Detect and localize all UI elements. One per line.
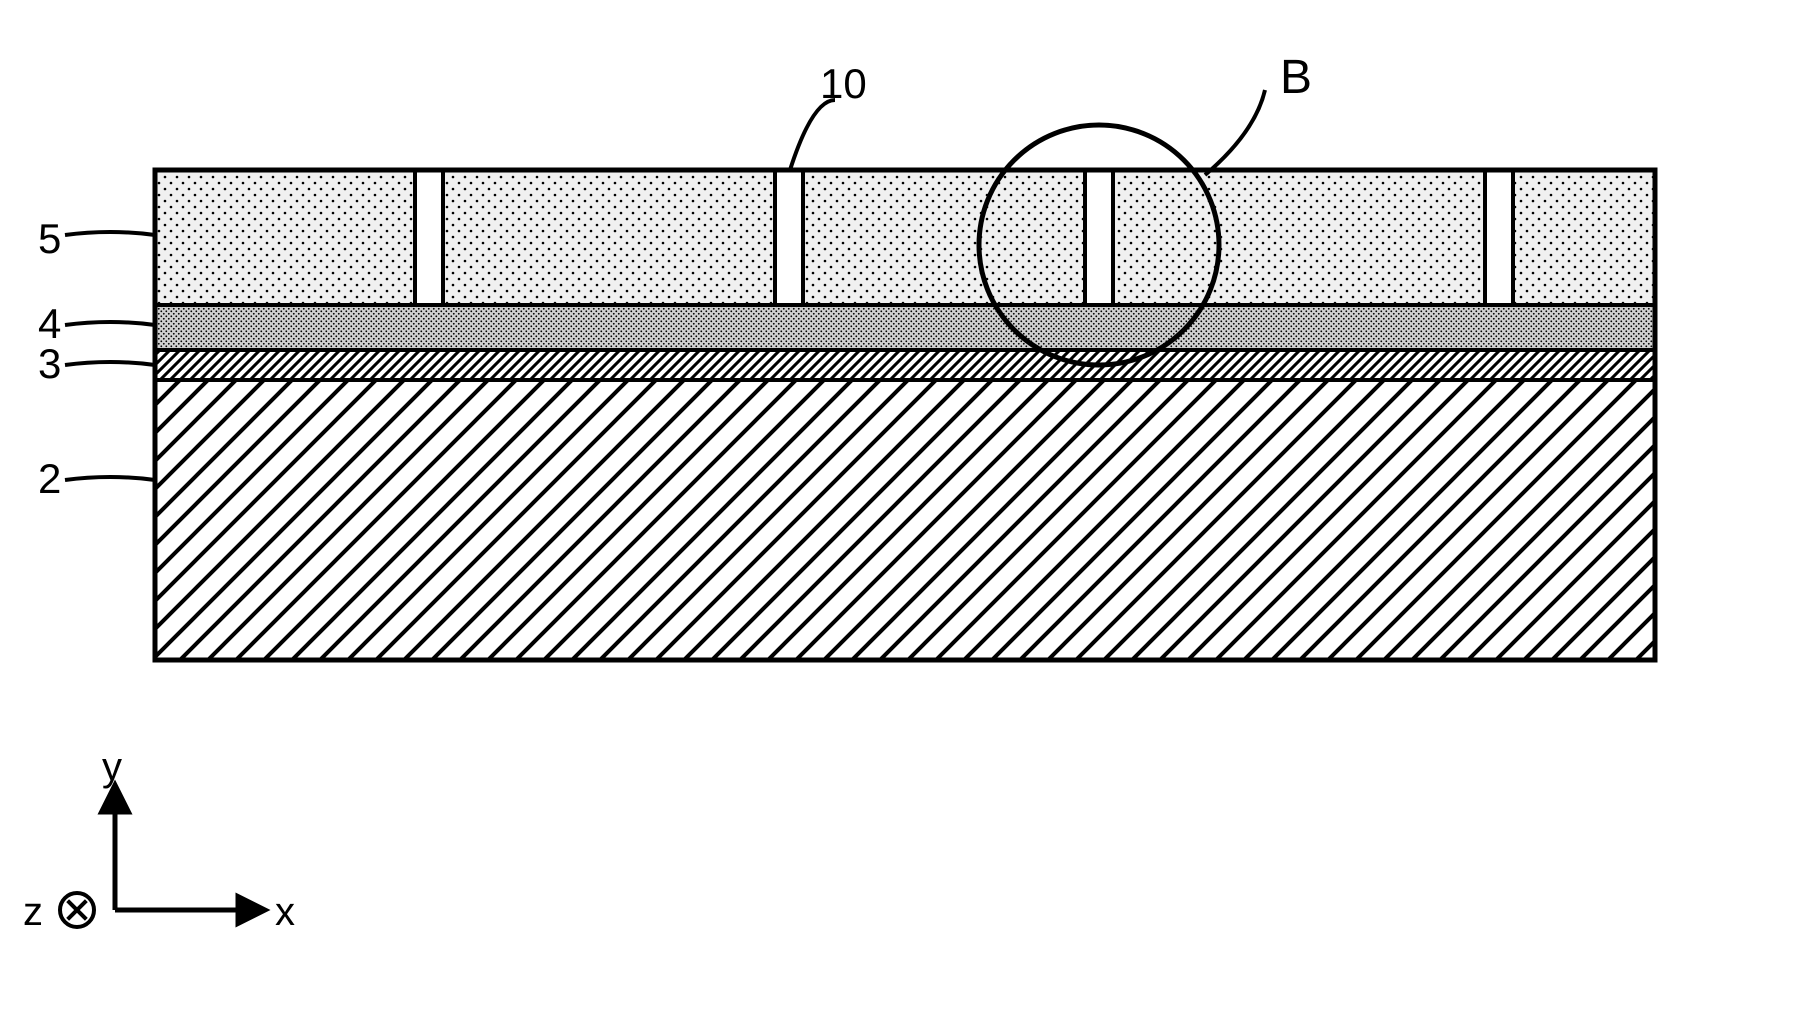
diagram-canvas: 5 4 3 2 10 B y x z bbox=[0, 0, 1809, 1033]
leader-2 bbox=[65, 477, 155, 480]
diagram-svg bbox=[0, 0, 1809, 1033]
layer-3 bbox=[155, 350, 1655, 380]
slot-1 bbox=[415, 170, 443, 305]
leader-b bbox=[1205, 90, 1265, 175]
layer-4 bbox=[155, 305, 1655, 350]
leader-4 bbox=[65, 322, 155, 325]
leader-3 bbox=[65, 362, 155, 365]
slot-4 bbox=[1485, 170, 1513, 305]
slot-2 bbox=[775, 170, 803, 305]
layer-5 bbox=[155, 170, 1655, 305]
leader-5 bbox=[65, 232, 155, 235]
layer-2 bbox=[155, 380, 1655, 660]
slot-3 bbox=[1085, 170, 1113, 305]
leader-10 bbox=[790, 100, 835, 170]
